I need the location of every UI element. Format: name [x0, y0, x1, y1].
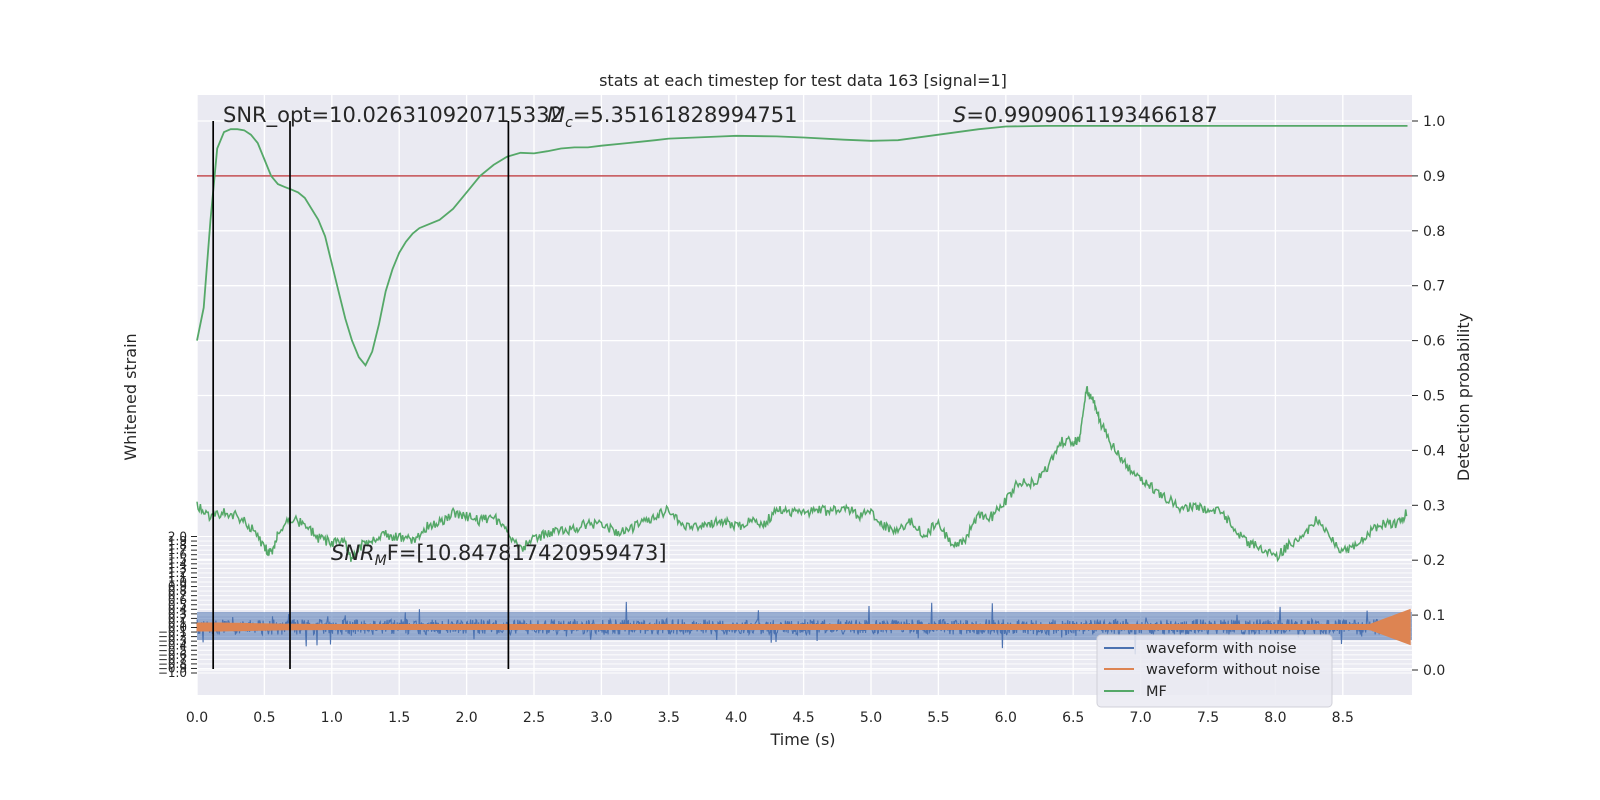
- left-y-tick-label-6: −0.4: [158, 639, 187, 653]
- left-y-tick-label-9: −0.1: [158, 625, 187, 639]
- x-tick-label-14: 7.0: [1129, 710, 1151, 726]
- left-y-tick-label-2: −0.8: [158, 657, 187, 671]
- left-y-tick-label-29: 1.9: [168, 534, 187, 548]
- left-y-tick-label-26: 1.6: [168, 548, 187, 562]
- chirp-mass-annotation: Mc=5.35161828994751: [547, 103, 798, 131]
- left-y-tick-label-18: 0.8: [168, 584, 187, 598]
- mf-trace: [196, 385, 1408, 563]
- right-y-tick-label-1: 0.1: [1423, 608, 1445, 624]
- legend-label-mf: MF: [1146, 684, 1167, 700]
- right-y-tick-label-5: 0.5: [1423, 389, 1445, 405]
- right-y-axis-label: Detection probability: [1454, 313, 1473, 481]
- x-tick-label-17: 8.5: [1332, 710, 1354, 726]
- vertical-markers: [212, 121, 510, 669]
- right-y-tick-label-6: 0.6: [1423, 334, 1445, 350]
- x-tick-label-7: 3.5: [658, 710, 680, 726]
- left-y-tick-label-3: −0.7: [158, 652, 187, 666]
- snr-mf-value: F=[10.847817420959473]: [387, 541, 667, 565]
- left-y-tick-label-30: 2.0: [168, 530, 187, 544]
- x-tick-label-9: 4.5: [792, 710, 814, 726]
- left-y-tick-label-25: 1.5: [168, 552, 187, 566]
- mf-line: [196, 385, 1408, 563]
- clean-waveform-band: [196, 608, 1411, 646]
- left-y-tick-label-17: 0.7: [168, 589, 187, 603]
- snr-mf-subscript: M: [375, 553, 387, 569]
- left-y-tick-label-20: 1.0: [168, 575, 187, 589]
- x-tick-label-16: 8.0: [1264, 710, 1286, 726]
- chart-title: stats at each timestep for test data 163…: [599, 71, 1007, 90]
- detection-probability-line: [196, 125, 1408, 367]
- right-y-tick-label-9: 0.9: [1423, 169, 1445, 185]
- left-y-tick-label-22: 1.2: [168, 566, 187, 580]
- left-y-tick-label-15: 0.5: [168, 598, 187, 612]
- x-tick-label-6: 3.0: [590, 710, 612, 726]
- right-y-tick-label-4: 0.4: [1423, 443, 1445, 459]
- waveform-without-noise-line: [196, 608, 1411, 646]
- left-y-tick-label-7: −0.3: [158, 634, 187, 648]
- left-y-tick-label-8: −0.2: [158, 630, 187, 644]
- x-tick-label-5: 2.5: [523, 710, 545, 726]
- left-y-tick-label-0: −1.0: [158, 666, 187, 680]
- spin-annotation: S=0.9909061193466187: [953, 103, 1218, 127]
- right-y-tick-label-2: 0.2: [1423, 553, 1445, 569]
- left-y-tick-label-4: −0.6: [158, 648, 187, 662]
- left-y-axis-label: Whitened strain: [121, 333, 140, 460]
- legend-label-clean: waveform without noise: [1146, 662, 1320, 678]
- left-y-tick-label-27: 1.7: [168, 543, 187, 557]
- x-axis-label: Time (s): [769, 730, 835, 749]
- snr-mf-symbol: SNR: [331, 541, 375, 565]
- left-y-axis-ticks: −1.0−0.9−0.8−0.7−0.6−0.5−0.4−0.3−0.2−0.1…: [158, 530, 197, 680]
- left-y-tick-label-5: −0.5: [158, 643, 187, 657]
- x-tick-label-4: 2.0: [455, 710, 477, 726]
- probability-trace: [196, 125, 1408, 367]
- right-y-tick-label-10: 1.0: [1423, 114, 1445, 130]
- x-tick-label-12: 6.0: [995, 710, 1017, 726]
- x-axis-ticks: 0.0 0.5 1.0 1.5 2.0 2.5 3.0 3.5 4.0 4.5 5.0 5.5 6.0 6…: [186, 710, 1354, 726]
- snr-opt-annotation: SNR_opt=10.026310920715332: [223, 103, 563, 128]
- left-y-tick-label-24: 1.4: [168, 557, 187, 571]
- x-tick-label-2: 1.0: [321, 710, 343, 726]
- x-tick-label-15: 7.5: [1197, 710, 1219, 726]
- left-y-tick-label-21: 1.1: [168, 570, 187, 584]
- x-tick-label-1: 0.5: [253, 710, 275, 726]
- x-tick-label-0: 0.0: [186, 710, 208, 726]
- legend: waveform with noise waveform without noi…: [1096, 634, 1333, 708]
- right-y-tick-label-8: 0.8: [1423, 224, 1445, 240]
- right-y-tick-label-0: 0.0: [1423, 663, 1445, 679]
- left-y-tick-label-16: 0.6: [168, 593, 187, 607]
- left-y-tick-label-11: 0.1: [168, 616, 187, 630]
- chirp-mass-value: =5.35161828994751: [573, 103, 798, 127]
- left-y-tick-label-14: 0.4: [168, 602, 187, 616]
- x-tick-label-10: 5.0: [860, 710, 882, 726]
- chirp-mass-symbol: M: [547, 103, 565, 127]
- x-tick-label-11: 5.5: [927, 710, 949, 726]
- legend-box: [1096, 634, 1333, 708]
- left-y-tick-label-12: 0.2: [168, 611, 187, 625]
- left-y-tick-label-23: 1.3: [168, 561, 187, 575]
- snr-mf-annotation: SNRMF=[10.847817420959473]: [331, 541, 667, 569]
- x-tick-label-13: 6.5: [1062, 710, 1084, 726]
- right-y-axis-ticks: 0.0 0.1 0.2 0.3 0.4 0.5 0.6 0.7 0.8 0.9 1.0: [1412, 114, 1445, 679]
- left-y-tick-label-10: 0.0: [168, 621, 187, 635]
- chirp-mass-subscript: c: [565, 115, 573, 131]
- left-y-tick-label-28: 1.8: [168, 539, 187, 553]
- spin-value: =0.9909061193466187: [966, 103, 1217, 127]
- legend-label-noise: waveform with noise: [1146, 641, 1297, 657]
- x-tick-label-8: 4.0: [725, 710, 747, 726]
- left-y-tick-label-13: 0.3: [168, 607, 187, 621]
- left-y-tick-label-1: −0.9: [158, 661, 187, 675]
- right-y-tick-label-7: 0.7: [1423, 279, 1445, 295]
- left-y-tick-label-19: 0.9: [168, 580, 187, 594]
- spin-symbol: S: [953, 103, 966, 127]
- x-tick-label-3: 1.5: [388, 710, 410, 726]
- right-y-tick-label-3: 0.3: [1423, 498, 1445, 514]
